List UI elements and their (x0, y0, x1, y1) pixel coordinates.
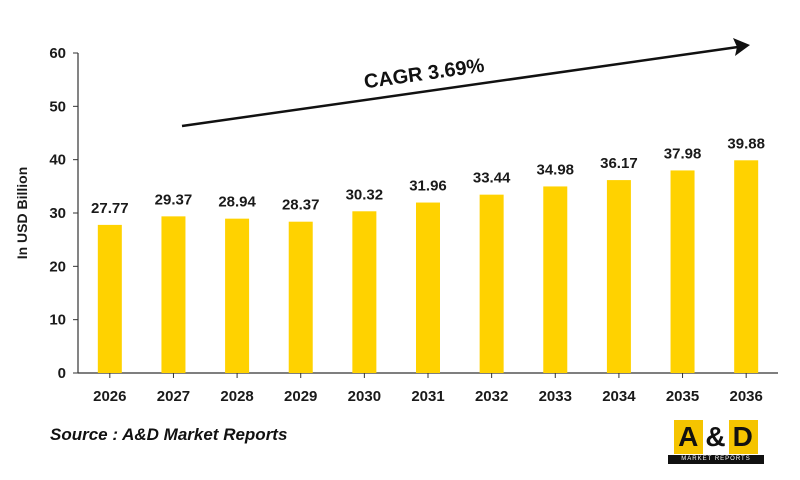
logo-ampersand: & (705, 421, 727, 452)
x-tick-label-2033: 2033 (539, 388, 572, 405)
data-label-2033: 34.98 (536, 161, 574, 178)
bar-2031 (416, 202, 440, 373)
data-label-2026: 27.77 (91, 200, 129, 217)
y-tick-label: 50 (49, 98, 66, 115)
logo-letter-d: D (728, 420, 758, 454)
data-label-2032: 33.44 (473, 170, 511, 187)
x-tick-label-2027: 2027 (157, 388, 190, 405)
cagr-arrow-line (181, 45, 739, 128)
data-label-2027: 29.37 (155, 191, 193, 208)
y-tick-label: 10 (49, 312, 66, 329)
logo-mark: A & D (668, 420, 764, 454)
bar-2030 (352, 211, 377, 373)
logo-subtitle: MARKET REPORTS (668, 455, 764, 464)
cagr-annotation: CAGR 3.69% (363, 55, 486, 94)
x-tick-label-2026: 2026 (93, 388, 126, 405)
bar-2034 (606, 180, 631, 373)
data-label-2029: 28.37 (282, 197, 320, 214)
x-tick-label-2030: 2030 (348, 388, 381, 405)
x-tick-label-2031: 2031 (411, 388, 444, 405)
y-tick-label: 60 (49, 45, 66, 62)
x-tick-label-2028: 2028 (220, 388, 253, 405)
bar-2029 (288, 221, 313, 373)
y-tick-label: 40 (49, 152, 66, 169)
data-label-2028: 28.94 (218, 194, 256, 211)
bar-2028 (225, 218, 250, 373)
y-tick-label: 30 (49, 205, 66, 222)
data-label-2031: 31.96 (409, 178, 447, 195)
data-label-2036: 39.88 (727, 135, 765, 152)
source-note: Source : A&D Market Reports (50, 425, 288, 444)
x-tick-label-2035: 2035 (666, 388, 699, 405)
logo-letter-a: A (674, 420, 704, 454)
x-tick-label-2029: 2029 (284, 388, 317, 405)
bar-2026 (97, 224, 122, 373)
y-tick-label: 20 (49, 258, 66, 275)
bar-2027 (161, 216, 186, 373)
x-tick-label-2036: 2036 (729, 388, 762, 405)
bar-2035 (670, 170, 695, 373)
data-label-2034: 36.17 (600, 155, 638, 172)
brand-logo: A & D MARKET REPORTS (668, 420, 764, 464)
bar-2033 (543, 186, 568, 373)
x-tick-label-2032: 2032 (475, 388, 508, 405)
bar-2032 (479, 194, 504, 373)
y-tick-label: 0 (58, 365, 66, 382)
data-label-2030: 30.32 (346, 186, 384, 203)
y-axis-label: In USD Billion (14, 167, 30, 260)
cagr-arrow-head (733, 38, 750, 56)
x-tick-label-2034: 2034 (602, 388, 636, 405)
bar-2036 (734, 160, 759, 373)
data-label-2035: 37.98 (664, 145, 702, 162)
